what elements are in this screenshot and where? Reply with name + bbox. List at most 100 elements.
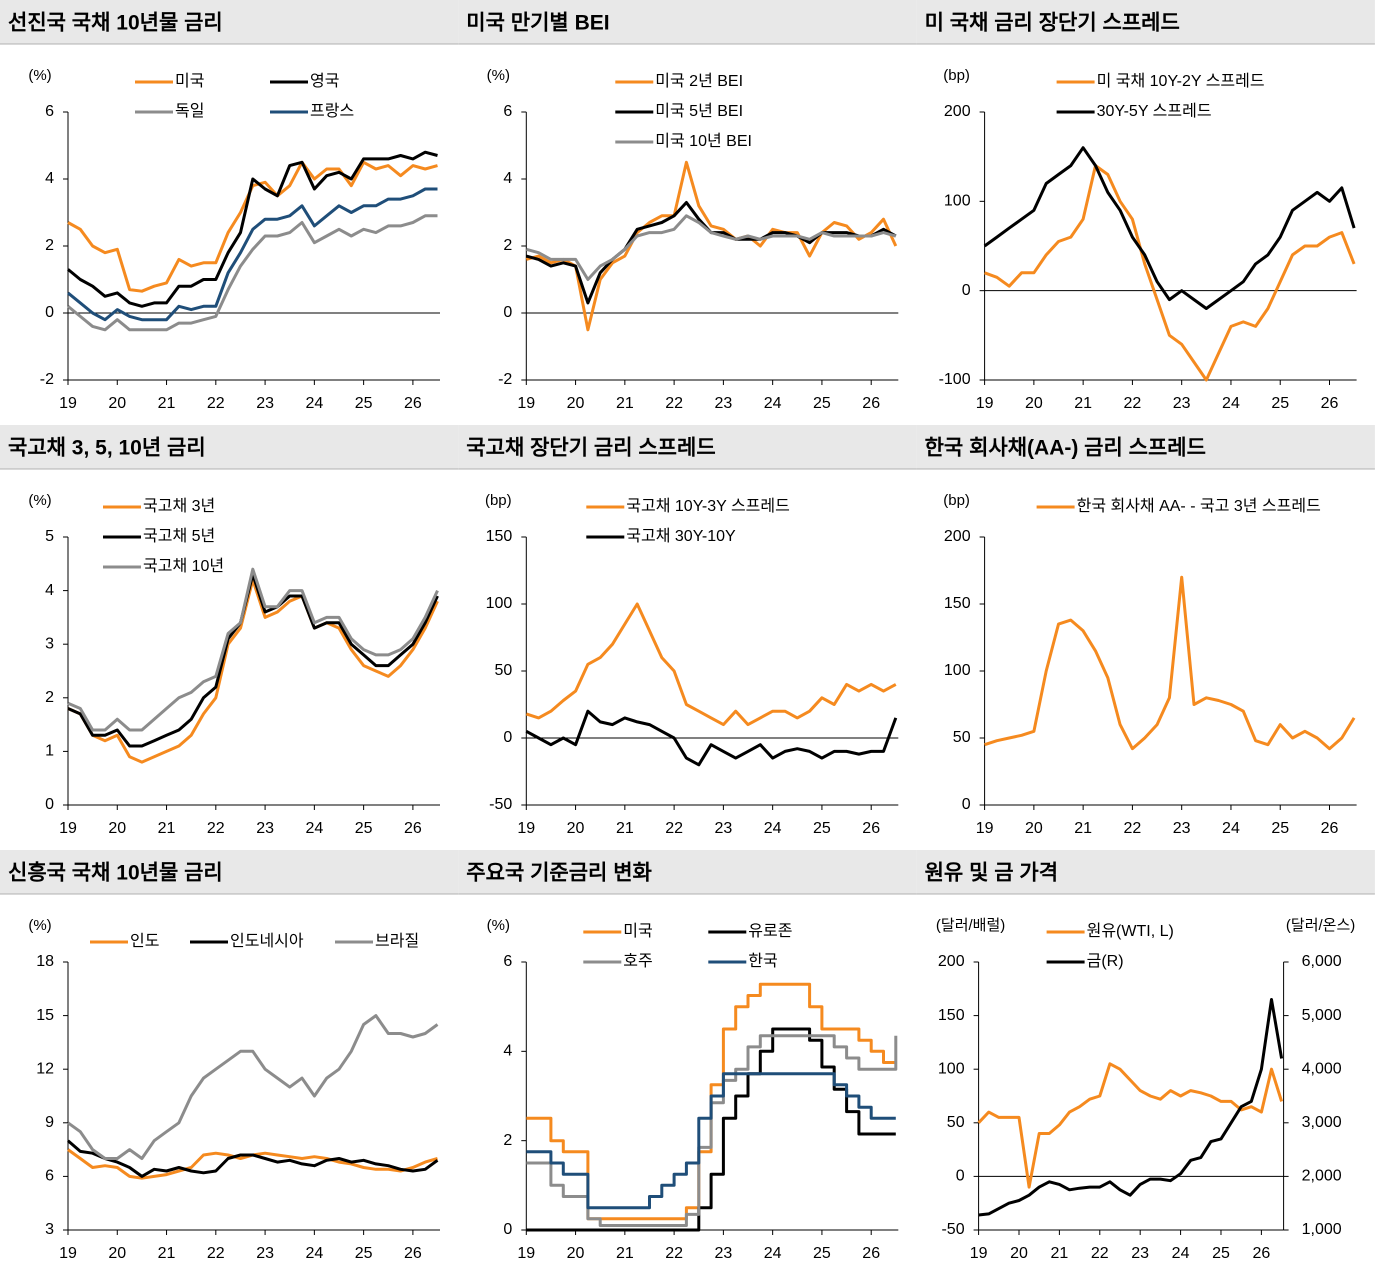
y-tick-label: -50 — [941, 1221, 964, 1238]
x-tick-label: 24 — [305, 820, 323, 837]
x-tick-label: 23 — [714, 1245, 732, 1262]
x-tick-label: 21 — [158, 395, 176, 412]
panel: 신흥국 국채 10년물 금리 (%) 3 6 9 12 15 18 19 20 21 22 23 24 25… — [0, 850, 459, 1262]
y-tick-label: 0 — [45, 796, 54, 813]
x-tick-label: 23 — [714, 395, 732, 412]
x-tick-label: 24 — [764, 395, 782, 412]
y-tick-label: 100 — [944, 193, 971, 210]
y2-tick-label: 3,000 — [1302, 1114, 1342, 1131]
x-tick-label: 23 — [714, 820, 732, 837]
y-tick-label: 200 — [938, 953, 965, 970]
x-tick-label: 22 — [207, 1245, 225, 1262]
x-tick-label: 24 — [1222, 820, 1240, 837]
x-tick-label: 25 — [355, 395, 373, 412]
series-line — [525, 201, 897, 305]
x-tick-label: 22 — [1124, 395, 1142, 412]
x-tick-label: 25 — [1271, 395, 1289, 412]
x-tick-label: 20 — [567, 820, 585, 837]
x-tick-label: 20 — [1025, 395, 1043, 412]
legend-label: 유로존 — [748, 923, 792, 940]
chart-title: 신흥국 국채 10년물 금리 — [8, 862, 223, 885]
series-line — [526, 1072, 896, 1210]
x-tick-label: 24 — [764, 820, 782, 837]
x-tick-label: 22 — [1124, 820, 1142, 837]
x-tick-label: 24 — [305, 395, 323, 412]
chart-title: 국고채 장단기 금리 스프레드 — [466, 437, 715, 460]
chart-title: 한국 회사채(AA-) 금리 스프레드 — [925, 437, 1206, 460]
y-tick-label: 0 — [962, 796, 971, 813]
y-tick-label: 0 — [503, 729, 512, 746]
legend-label: 영국 — [310, 72, 339, 90]
y-tick-label: 5 — [45, 528, 54, 545]
y2-tick-label: 2,000 — [1302, 1168, 1342, 1185]
legend-label: 금(R) — [1087, 953, 1124, 970]
title-bar — [0, 0, 459, 44]
y-axis-unit: (bp) — [943, 67, 970, 84]
x-tick-label: 20 — [567, 395, 585, 412]
series-line — [67, 1139, 439, 1178]
legend-label: 국고채 5년 — [143, 527, 215, 545]
y-tick-label: 50 — [495, 662, 513, 679]
legend-label: 국고채 3년 — [143, 497, 215, 515]
legend-label: 인도 — [130, 932, 159, 950]
series-line — [67, 150, 438, 308]
y-tick-label: 15 — [36, 1007, 54, 1024]
y-tick-label: 4 — [503, 170, 512, 187]
series-line — [977, 1062, 1284, 1189]
x-tick-label: 21 — [616, 1245, 634, 1262]
title-bar — [916, 0, 1375, 44]
series-line — [984, 164, 1356, 382]
title-bar — [0, 425, 459, 469]
x-tick-label: 24 — [764, 1245, 782, 1262]
x-tick-label: 20 — [567, 1245, 585, 1262]
y-tick-label: 12 — [36, 1060, 54, 1077]
legend-label: 원유(WTI, L) — [1087, 922, 1174, 940]
x-tick-label: 25 — [813, 820, 831, 837]
y-axis-unit: (%) — [28, 492, 51, 509]
x-tick-label: 26 — [1252, 1245, 1270, 1262]
y-tick-label: 3 — [45, 1221, 54, 1238]
x-tick-label: 23 — [1173, 395, 1191, 412]
legend-label: 미국 10년 BEI — [655, 132, 752, 150]
series-line — [67, 578, 439, 764]
y2-tick-label: 4,000 — [1302, 1060, 1342, 1077]
chart-title: 미 국채 금리 장단기 스프레드 — [925, 12, 1180, 35]
y-axis-unit: (달러/배럴) — [936, 917, 1005, 934]
y-tick-label: 6 — [503, 953, 512, 970]
x-tick-label: 19 — [59, 1245, 77, 1262]
x-tick-label: 22 — [665, 820, 683, 837]
chart-title: 원유 및 금 가격 — [925, 862, 1058, 885]
series-line — [525, 709, 898, 767]
x-tick-label: 26 — [404, 820, 422, 837]
y-tick-label: 9 — [45, 1114, 54, 1131]
x-tick-label: 20 — [1010, 1245, 1028, 1262]
y-tick-label: 1 — [45, 743, 54, 760]
series-line — [525, 160, 898, 332]
x-tick-label: 23 — [1131, 1245, 1149, 1262]
series-line — [67, 573, 439, 748]
x-tick-label: 22 — [207, 820, 225, 837]
y-tick-label: 6 — [45, 1168, 54, 1185]
legend-label: 국고채 10Y-3Y 스프레드 — [626, 497, 790, 515]
legend-label: 국고채 30Y-10Y — [626, 527, 736, 545]
chart-title: 미국 만기별 BEI — [466, 12, 609, 35]
x-tick-label: 22 — [1091, 1245, 1109, 1262]
x-tick-label: 21 — [158, 820, 176, 837]
series-line — [67, 214, 438, 332]
y-axis-unit: (%) — [487, 917, 510, 934]
x-tick-label: 20 — [1025, 820, 1043, 837]
series-line — [525, 214, 897, 281]
y-tick-label: 200 — [944, 103, 971, 120]
legend-label: 독일 — [175, 102, 204, 120]
x-tick-label: 26 — [404, 1245, 422, 1262]
x-tick-label: 26 — [1321, 395, 1339, 412]
y-tick-label: 6 — [45, 103, 54, 120]
series-line — [67, 1014, 439, 1160]
y-tick-label: 4 — [503, 1043, 512, 1060]
legend-label: 국고채 10년 — [143, 557, 224, 575]
y-tick-label: 2 — [45, 689, 54, 706]
x-tick-label: 21 — [158, 1245, 176, 1262]
x-tick-label: 26 — [862, 820, 880, 837]
